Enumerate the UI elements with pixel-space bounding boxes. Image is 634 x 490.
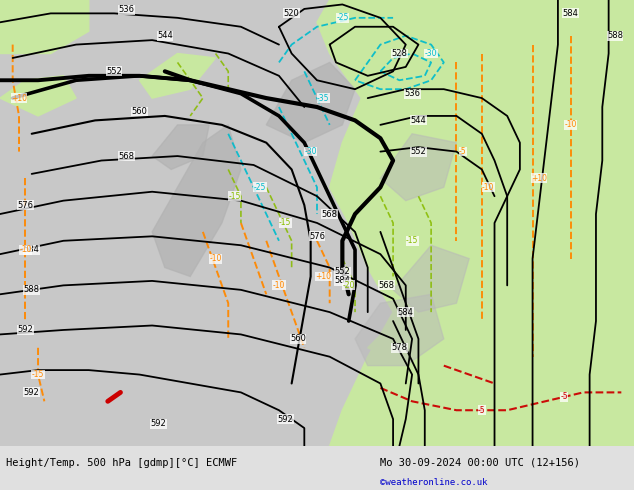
Text: -15: -15: [228, 192, 241, 201]
Polygon shape: [355, 294, 444, 366]
Text: 592: 592: [18, 325, 33, 335]
Text: 578: 578: [391, 343, 408, 352]
Text: 544: 544: [157, 31, 172, 40]
Text: -5: -5: [560, 392, 568, 401]
Polygon shape: [139, 53, 216, 98]
Text: -10: -10: [19, 245, 32, 254]
Polygon shape: [393, 245, 469, 312]
Text: 560: 560: [131, 107, 148, 116]
Text: 568: 568: [321, 210, 338, 219]
Text: 552: 552: [107, 67, 122, 76]
Text: -10: -10: [209, 254, 222, 263]
Text: -25: -25: [254, 183, 266, 192]
Text: 528: 528: [391, 49, 408, 58]
Text: 560: 560: [290, 334, 306, 343]
Text: 544: 544: [411, 116, 426, 125]
Text: 592: 592: [151, 419, 166, 428]
Text: 536: 536: [404, 89, 420, 98]
Polygon shape: [152, 125, 241, 276]
Polygon shape: [0, 0, 89, 53]
Text: 552: 552: [335, 268, 350, 276]
Text: +10: +10: [11, 94, 27, 102]
Text: 592: 592: [278, 415, 293, 424]
Text: -15: -15: [406, 236, 418, 245]
Text: 520: 520: [284, 9, 299, 18]
Polygon shape: [152, 125, 209, 170]
Text: -10: -10: [273, 281, 285, 290]
Text: 552: 552: [411, 147, 426, 156]
Text: -10: -10: [564, 121, 577, 129]
Text: Mo 30-09-2024 00:00 UTC (12+156): Mo 30-09-2024 00:00 UTC (12+156): [380, 458, 580, 467]
Text: 568: 568: [378, 281, 395, 290]
Text: -5: -5: [459, 147, 467, 156]
Text: 576: 576: [17, 200, 34, 210]
Text: +10: +10: [531, 174, 547, 183]
Text: 584: 584: [334, 276, 351, 285]
Polygon shape: [317, 0, 634, 446]
Polygon shape: [368, 294, 456, 366]
Text: -15: -15: [32, 370, 44, 379]
Text: -15: -15: [279, 219, 292, 227]
Text: +10: +10: [315, 272, 332, 281]
Text: 568: 568: [119, 151, 135, 161]
Text: 592: 592: [24, 388, 39, 397]
Text: -20: -20: [342, 281, 355, 290]
Text: 588: 588: [607, 31, 623, 40]
Text: 584: 584: [23, 245, 40, 254]
Text: -25: -25: [336, 13, 349, 23]
Polygon shape: [266, 62, 355, 143]
Text: -30: -30: [425, 49, 437, 58]
Text: 588: 588: [23, 285, 40, 294]
Text: 536: 536: [119, 5, 135, 14]
Text: 576: 576: [309, 232, 325, 241]
Text: -5: -5: [478, 406, 486, 415]
Text: -30: -30: [304, 147, 317, 156]
Text: -35: -35: [317, 94, 330, 102]
Text: ©weatheronline.co.uk: ©weatheronline.co.uk: [380, 478, 488, 487]
Text: 584: 584: [562, 9, 579, 18]
Text: Height/Temp. 500 hPa [gdmp][°C] ECMWF: Height/Temp. 500 hPa [gdmp][°C] ECMWF: [6, 458, 238, 467]
Polygon shape: [355, 392, 634, 446]
Text: 584: 584: [398, 308, 414, 317]
Polygon shape: [0, 76, 76, 116]
Polygon shape: [380, 134, 456, 201]
Text: -10: -10: [482, 183, 495, 192]
